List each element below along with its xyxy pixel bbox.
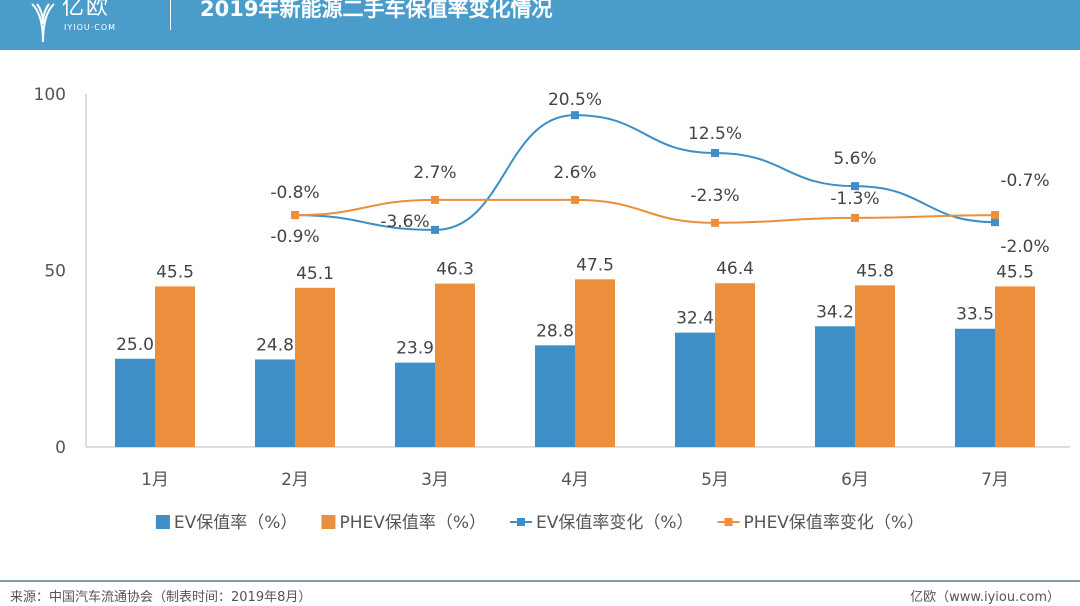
header-bar: 亿欧 IYIOU·COM 2019年新能源二手车保值率变化情况: [0, 0, 1080, 50]
legend-marker: [517, 518, 525, 526]
chart: 0 50 100 1月 2月 3月 4月 5月 6月 7月 25.0 24.8 23.9 28.8 32.4…: [34, 85, 1070, 533]
footer-divider: [0, 580, 1080, 582]
bar-data-label: 45.1: [296, 264, 334, 284]
line-marker: [991, 211, 999, 220]
bar-phev: [155, 286, 195, 447]
bar-phev: [575, 279, 615, 447]
brand-text: 亿欧（www.iyiou.com）: [910, 590, 1060, 605]
bar-data-label: 46.4: [716, 259, 754, 279]
bar-data-label: 34.2: [816, 302, 854, 322]
x-tick-label: 6月: [841, 470, 869, 490]
legend-marker: [724, 518, 733, 526]
bar-data-label: 28.8: [536, 321, 574, 341]
line-ev-change: [294, 114, 996, 231]
bar-data-label: 33.5: [956, 305, 994, 325]
legend-label: PHEV保值率变化（%）: [744, 513, 925, 533]
x-tick-label: 7月: [981, 470, 1009, 490]
x-tick-label: 4月: [561, 470, 589, 490]
bar-data-label: 23.9: [396, 339, 434, 359]
line-data-label: 2.6%: [553, 163, 596, 183]
bar-ev: [815, 326, 855, 447]
legend-label: EV保值率（%）: [174, 513, 298, 533]
bar-ev: [955, 328, 995, 447]
bar-data-label: 25.0: [116, 335, 154, 355]
line-data-label: 2.7%: [413, 163, 456, 183]
line-marker: [571, 195, 579, 204]
line-data-label: -0.9%: [270, 227, 319, 247]
bar-phev: [435, 283, 475, 447]
line-data-label: 12.5%: [688, 124, 742, 144]
y-tick-label: 0: [55, 438, 66, 458]
bar-ev: [115, 358, 155, 447]
bar-data-label: 47.5: [576, 255, 614, 275]
line-marker: [571, 111, 579, 120]
divider: [170, 0, 171, 30]
line-data-label: -2.0%: [1000, 237, 1049, 257]
logo-text: 亿欧: [62, 0, 111, 20]
page-title: 2019年新能源二手车保值率变化情况: [200, 0, 553, 21]
bar-ev: [535, 345, 575, 447]
bar-phev: [295, 287, 335, 447]
line-data-label: 20.5%: [548, 90, 602, 110]
line-data-label: -2.3%: [690, 186, 739, 206]
x-tick-label: 2月: [281, 470, 309, 490]
line-data-label: -1.3%: [830, 189, 879, 209]
x-tick-label: 5月: [701, 470, 729, 490]
line-marker: [851, 182, 859, 191]
source-text: 来源：中国汽车流通协会（制表时间：2019年8月）: [10, 590, 312, 605]
bar-data-label: 45.5: [156, 262, 194, 282]
line-marker: [711, 148, 719, 157]
bar-data-label: 46.3: [436, 260, 474, 280]
bar-ev: [255, 359, 295, 447]
logo-icon: [31, 3, 55, 43]
legend-swatch: [321, 515, 336, 529]
line-marker: [291, 211, 299, 220]
line-data-label: -0.7%: [1000, 171, 1049, 191]
bar-phev: [995, 286, 1035, 447]
line-data-label: -0.8%: [270, 183, 319, 203]
line-marker: [851, 213, 859, 222]
x-tick-label: 1月: [141, 470, 169, 490]
bar-data-label: 32.4: [676, 309, 714, 329]
bar-data-label: 45.5: [996, 262, 1034, 282]
bar-phev: [715, 283, 755, 447]
line-data-label: -3.6%: [380, 212, 429, 232]
bar-data-label: 24.8: [256, 335, 294, 355]
bar-data-label: 45.8: [856, 261, 894, 281]
line-marker: [431, 195, 439, 204]
bar-ev: [675, 332, 715, 447]
line-data-label: 5.6%: [833, 149, 876, 169]
legend-swatch: [155, 515, 170, 529]
x-tick-label: 3月: [421, 470, 449, 490]
line-marker: [711, 218, 719, 227]
line-marker: [431, 225, 439, 234]
y-tick-label: 50: [44, 262, 66, 282]
bar-ev: [395, 362, 435, 447]
bar-phev: [855, 285, 895, 447]
line-phev-change: [294, 198, 996, 224]
logo-subtext: IYIOU·COM: [64, 23, 117, 32]
legend-label: EV保值率变化（%）: [536, 513, 694, 533]
line-marker: [991, 218, 999, 227]
legend-label: PHEV保值率（%）: [339, 513, 486, 533]
y-tick-label: 100: [34, 85, 66, 105]
